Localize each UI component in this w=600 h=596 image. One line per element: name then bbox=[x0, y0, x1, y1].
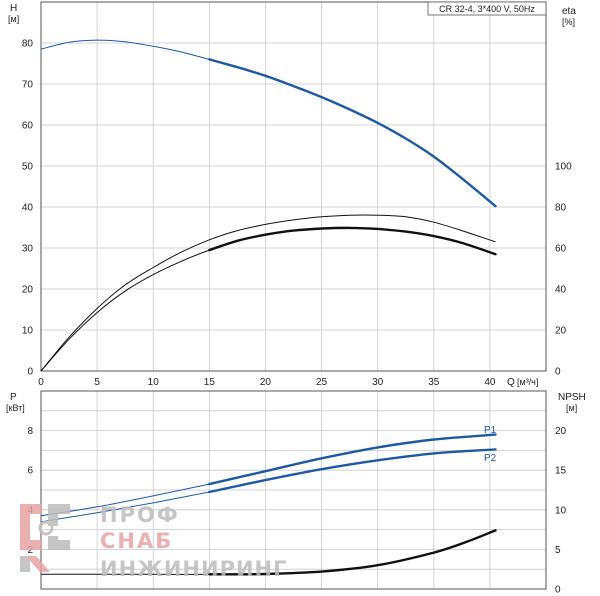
y-tick-label: 40 bbox=[22, 203, 34, 214]
series-duty-range-1-2 bbox=[208, 529, 497, 576]
x-tick-label: 25 bbox=[316, 377, 328, 388]
y-tick-label: 60 bbox=[22, 121, 34, 132]
x-tick-label: 20 bbox=[260, 377, 272, 388]
series-label-p1: P1 bbox=[484, 425, 497, 436]
y2-tick-label: 0 bbox=[555, 585, 561, 596]
y2-tick-label: 80 bbox=[555, 203, 567, 214]
watermark-line-3: ИНЖИНИРИНГ bbox=[100, 557, 288, 581]
top-grid bbox=[41, 2, 546, 371]
y-tick-label: 30 bbox=[22, 244, 34, 255]
watermark-line-1: ПРОФ bbox=[100, 503, 180, 527]
series-line-0-0 bbox=[40, 39, 496, 207]
bottom-series bbox=[40, 433, 497, 576]
y2-tick-label: 40 bbox=[555, 285, 567, 296]
y2-tick-label: 60 bbox=[555, 244, 567, 255]
y-tick-label: 80 bbox=[22, 39, 34, 50]
bottom-grid bbox=[41, 391, 546, 589]
chart-title-box bbox=[427, 1, 547, 16]
x-axis-label-q: Q bbox=[507, 377, 515, 388]
series-duty-range-0-0 bbox=[208, 58, 497, 208]
y2-axis-label-eta: eta bbox=[562, 6, 576, 17]
watermark-logo: ПРОФ СНАБ ИНЖИНИРИНГ bbox=[20, 503, 288, 581]
chart-title: CR 32-4, 3*400 V, 50Hz bbox=[439, 4, 535, 14]
x-tick-label: 10 bbox=[148, 377, 160, 388]
series-line-0-2 bbox=[40, 227, 496, 372]
x-tick-label: 30 bbox=[372, 377, 384, 388]
y-tick-label: 6 bbox=[27, 466, 33, 477]
y2-tick-label: 20 bbox=[555, 426, 567, 437]
series-label-p2: P2 bbox=[484, 453, 497, 464]
y-axis-unit-h: [м] bbox=[8, 14, 19, 24]
power-npsh-panel: 246805101520 P [кВт] NPSH [м] P1 P2 bbox=[6, 390, 586, 596]
y2-axis-label-npsh: NPSH bbox=[558, 392, 586, 403]
y-tick-label: 50 bbox=[22, 162, 34, 173]
y-axis-label-p: P bbox=[10, 392, 17, 403]
y-axis-unit-p: [кВт] bbox=[6, 403, 25, 413]
top-series bbox=[40, 39, 497, 372]
y-tick-label: 20 bbox=[22, 285, 34, 296]
y2-tick-label: 15 bbox=[555, 466, 567, 477]
y-tick-label: 2 bbox=[27, 545, 33, 556]
y-tick-label: 10 bbox=[22, 326, 34, 337]
x-tick-label: 5 bbox=[94, 377, 100, 388]
x-tick-label: 40 bbox=[484, 377, 496, 388]
x-tick-label: 35 bbox=[428, 377, 440, 388]
y-axis-label-h: H bbox=[10, 3, 17, 14]
top-plot-frame bbox=[40, 1, 547, 372]
y2-axis-unit-eta: [%] bbox=[562, 17, 575, 27]
y-tick-label: 8 bbox=[27, 426, 33, 437]
series-duty-range-0-2 bbox=[208, 226, 497, 256]
top-tick-labels: 0 10 20 30 40 50 60 70 80 0 20 40 60 80 100 0 5 10 15 20 25 3… bbox=[22, 39, 572, 389]
series-duty-range-1-1 bbox=[208, 448, 497, 494]
series-duty-range-1-0 bbox=[208, 433, 497, 486]
x-axis-unit-q: [м³/ч] bbox=[517, 377, 538, 387]
y2-tick-label: 5 bbox=[555, 545, 561, 556]
y-tick-label: 0 bbox=[27, 367, 33, 378]
head-efficiency-panel: 0 10 20 30 40 50 60 70 80 0 20 40 60 80 100 0 5 10 15 20 25 3… bbox=[8, 1, 576, 389]
y2-tick-label: 10 bbox=[555, 505, 567, 516]
x-tick-label: 15 bbox=[204, 377, 216, 388]
watermark-gear-icon bbox=[20, 504, 70, 572]
series-line-0-1 bbox=[40, 214, 496, 372]
x-tick-label: 0 bbox=[38, 377, 44, 388]
y2-axis-unit-npsh: [м] bbox=[566, 403, 577, 413]
y2-tick-label: 0 bbox=[555, 367, 561, 378]
y2-tick-label: 100 bbox=[555, 162, 572, 173]
y-tick-label: 70 bbox=[22, 80, 34, 91]
bottom-plot-frame bbox=[40, 390, 547, 590]
y2-tick-label: 20 bbox=[555, 326, 567, 337]
watermark-line-2: СНАБ bbox=[100, 529, 173, 553]
